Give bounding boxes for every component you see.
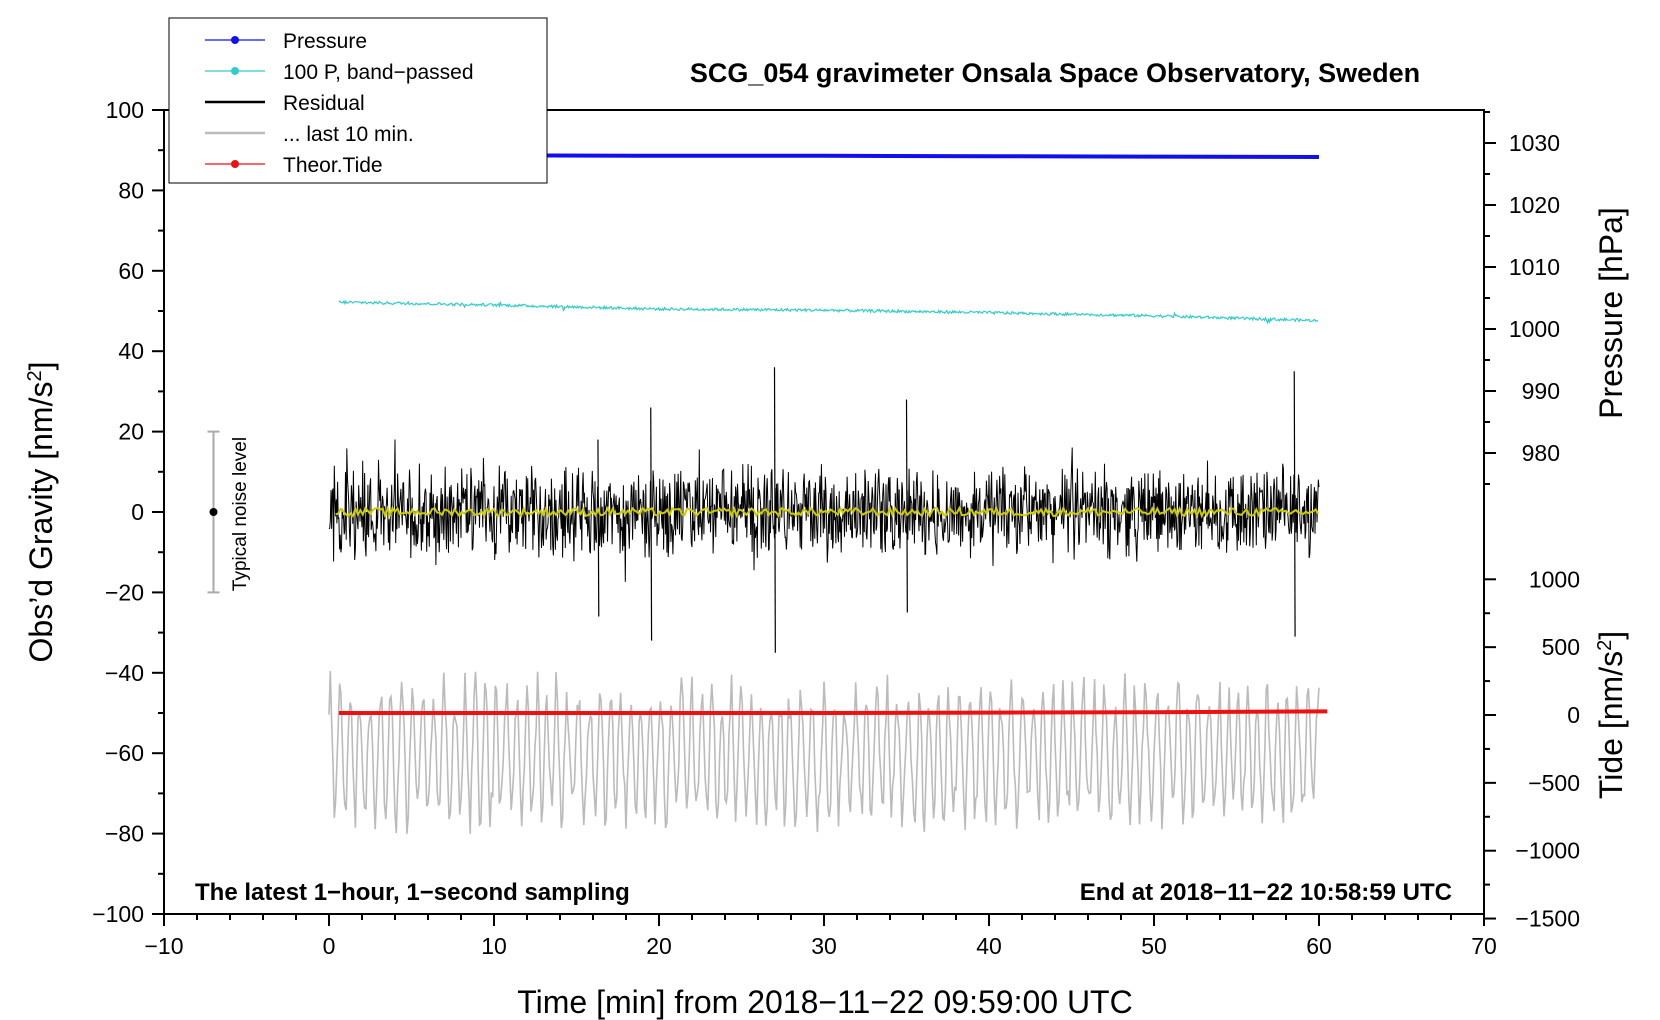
x-tick-label: 70	[1471, 933, 1497, 959]
pressure-tick-label: 1000	[1509, 316, 1560, 342]
annotation-sampling: The latest 1−hour, 1−second sampling	[195, 879, 630, 906]
y-left-tick-label: −40	[105, 660, 144, 686]
tide-tick-label: −1500	[1515, 906, 1580, 932]
y-axis-tide-title: Tide [nm/s2]	[1593, 631, 1629, 799]
plot-lines	[328, 153, 1328, 834]
x-tick-label: 10	[481, 933, 507, 959]
tide-tick-label: 500	[1542, 634, 1580, 660]
series-theoretical-tide	[338, 709, 1328, 715]
y-left-tick-label: 100	[106, 97, 144, 123]
y-axis-tide: −1500 −1000 −500 0 500 1000	[1484, 566, 1580, 932]
noise-level-bar	[207, 430, 220, 594]
legend-label: Residual	[283, 92, 365, 115]
legend-label: ... last 10 min.	[283, 123, 414, 146]
legend-marker	[231, 36, 239, 44]
pressure-tick-label: 1010	[1509, 254, 1560, 280]
x-tick-label: 30	[811, 933, 837, 959]
y-left-tick-label: −100	[92, 901, 144, 927]
legend-marker	[231, 67, 239, 75]
y-left-tick-label: 80	[118, 177, 144, 203]
pressure-tick-label: 990	[1522, 378, 1560, 404]
y-left-tick-label: 20	[118, 419, 144, 445]
tide-tick-label: −1000	[1515, 838, 1580, 864]
x-tick-label: 50	[1141, 933, 1167, 959]
y-axis-left-title-text: Obs’d Gravity [nm/s	[23, 382, 59, 663]
tide-tick-label: 1000	[1529, 566, 1580, 592]
legend-label: Pressure	[283, 30, 367, 53]
y-left-tick-label: −20	[105, 579, 144, 605]
tide-tick-label: −500	[1528, 770, 1580, 796]
residual-spike	[597, 439, 600, 617]
legend-label: Theor.Tide	[283, 154, 383, 177]
x-tick-label: 40	[976, 933, 1002, 959]
y-left-tick-label: 0	[131, 499, 144, 525]
series-last-10-min	[328, 670, 1320, 834]
tide-tick-label: 0	[1567, 702, 1580, 728]
legend: Pressure 100 P, band−passed Residual ... la…	[168, 17, 548, 184]
residual-spike	[1293, 371, 1296, 637]
y-axis-left-title-sup: 2	[24, 370, 46, 381]
y-axis-left: −100 −80 −60 −40 −20 0 20 40 60 80 100	[92, 97, 164, 927]
pressure-tick-label: 980	[1522, 440, 1560, 466]
y-axis-pressure-title: Pressure [hPa]	[1593, 207, 1629, 419]
pressure-tick-label: 1030	[1509, 130, 1560, 156]
x-tick-label: 20	[646, 933, 672, 959]
y-left-tick-label: −80	[105, 821, 144, 847]
legend-marker	[231, 160, 239, 168]
y-left-tick-label: −60	[105, 740, 144, 766]
series-pressure-bandpassed	[338, 299, 1319, 325]
chart-title: SCG_054 gravimeter Onsala Space Observat…	[690, 58, 1420, 88]
annotation-end-time: End at 2018−11−22 10:58:59 UTC	[1080, 879, 1452, 906]
x-axis: −10 0 10 20 30 40 50 60 70	[144, 914, 1497, 959]
y-axis-left-title-close: ]	[23, 362, 59, 371]
y-axis-pressure: 980 990 1000 1010 1020 1030	[1484, 111, 1560, 485]
y-left-tick-label: 60	[118, 258, 144, 284]
y-axis-tide-title-sup: 2	[1594, 640, 1616, 651]
x-tick-label: 60	[1306, 933, 1332, 959]
series-residual	[328, 439, 1320, 582]
x-tick-label: −10	[144, 933, 183, 959]
noise-bar-center-dot	[209, 508, 218, 516]
noise-level-label: Typical noise level	[230, 437, 251, 591]
x-tick-label: 0	[323, 933, 336, 959]
legend-label: 100 P, band−passed	[283, 61, 474, 84]
residual-spike	[905, 399, 908, 613]
y-left-tick-label: 40	[118, 338, 144, 364]
y-axis-tide-title-text: Tide [nm/s	[1593, 651, 1629, 799]
y-axis-tide-title-close: ]	[1593, 631, 1629, 640]
x-axis-title: Time [min] from 2018−11−22 09:59:00 UTC	[517, 984, 1132, 1020]
series-residual-mean	[335, 505, 1320, 519]
y-axis-left-title: Obs’d Gravity [nm/s2]	[23, 362, 59, 663]
residual-spike	[773, 367, 776, 653]
residual-spike	[650, 407, 653, 641]
pressure-tick-label: 1020	[1509, 192, 1560, 218]
legend-box	[168, 17, 548, 184]
